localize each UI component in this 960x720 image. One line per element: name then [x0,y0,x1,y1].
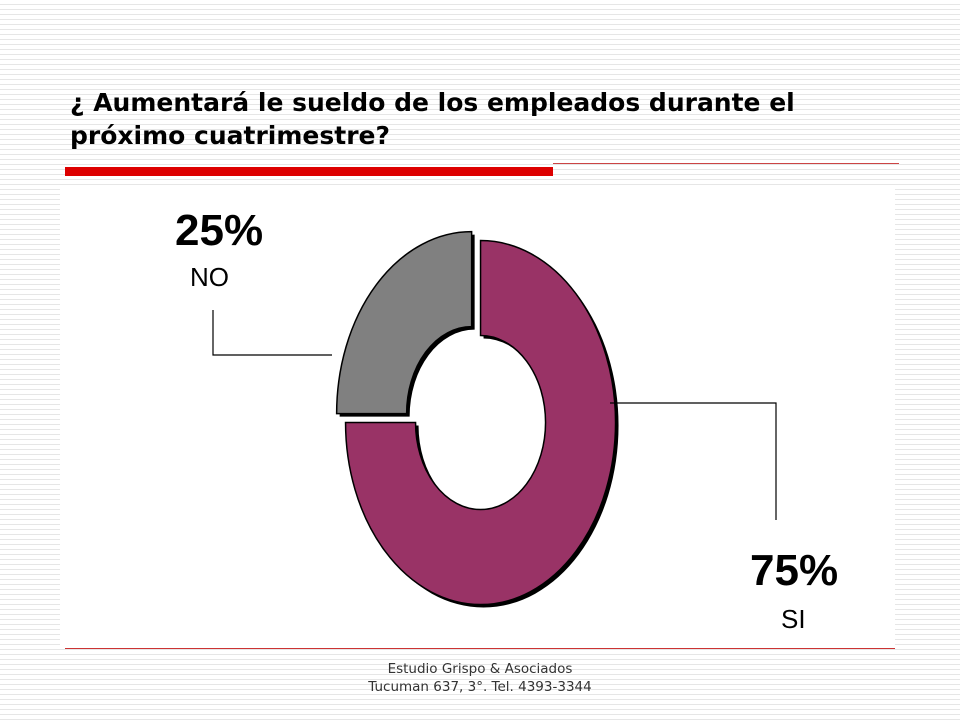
slice-category-label-no: NO [190,262,229,292]
slice-value-label-si: 75% [750,546,838,595]
footer-divider-line [65,648,895,649]
footer-address: Tucuman 637, 3°. Tel. 4393-3344 [368,679,592,695]
slice-category-label-si: SI [781,604,806,634]
footer-company: Estudio Grispo & Asociados [387,661,573,677]
leader-line-no [212,310,332,356]
footer: Estudio Grispo & Asociados Tucuman 637, … [0,660,960,696]
title-accent-bar [65,167,553,176]
leader-lines-layer [212,310,777,520]
slices-layer [335,230,619,608]
slice-value-label-no: 25% [175,206,263,255]
title-divider-line [553,163,899,164]
donut-chart: 25% NO 75% SI [175,206,838,634]
leader-line-si [610,402,777,520]
donut-slice-si [344,239,617,606]
chart-area: 25% NO 75% SI [60,185,895,645]
donut-slice-no [335,230,473,415]
slide-title: ¿ Aumentará le sueldo de los empleados d… [70,88,795,150]
